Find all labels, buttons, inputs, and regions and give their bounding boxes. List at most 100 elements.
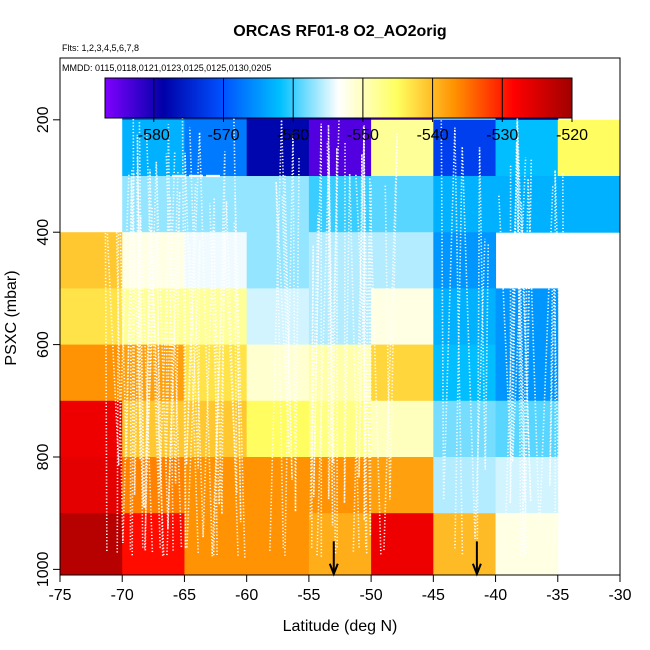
y-tick-label: 600 [35,331,52,358]
flight-track-line [327,119,340,554]
x-tick-label: -75 [48,587,71,604]
location-arrow-head [328,563,339,577]
x-tick-label: -70 [111,587,134,604]
heatmap-cell [433,288,497,346]
heatmap-cell [495,176,559,233]
x-tick-label: -40 [484,587,507,604]
heatmap-cell [371,400,434,458]
heatmap-cell [308,119,372,177]
heatmap-cell [433,119,497,177]
heatmap-cell [122,344,185,402]
heatmap-cell [308,513,372,576]
heatmap-cell [246,513,310,576]
x-tick-label: -35 [546,587,569,604]
flight-track-line [284,132,300,556]
heatmap-cell [371,456,434,514]
x-tick-label: -45 [422,587,445,604]
heatmap-cell [60,344,123,402]
colorbar-tick-label: -530 [486,127,518,144]
flight-track-line [114,165,135,556]
heatmap-cell [433,456,497,514]
x-axis-label: Latitude (deg N) [283,618,398,635]
heatmap-cell [433,513,497,576]
flight-track-line [186,240,201,548]
heatmap-cell [495,456,559,514]
colorbar-tick-label: -520 [556,127,588,144]
flight-track-line [352,125,370,552]
heatmap-cell [371,119,434,177]
flight-track-line [136,157,165,556]
flight-track-line [516,115,532,556]
heatmap-cell [246,344,310,402]
heatmap-cell [60,232,123,289]
heatmap-cell [246,400,310,458]
flight-track-line [549,235,562,556]
heatmap-cell [60,400,123,458]
x-tick-label: -65 [173,587,196,604]
flight-track-line [156,175,183,547]
colorbar-tick-label: -580 [138,127,170,144]
heatmap-cell [495,119,559,177]
x-tick-label: -50 [360,587,383,604]
flight-track-line [104,172,130,551]
flight-track-line [554,170,566,551]
flight-track-line [188,127,218,556]
heatmap-cell [60,456,123,514]
chart-title: ORCAS RF01-8 O2_AO2orig [233,23,446,40]
flight-track-line [232,110,246,558]
heatmap-cell [60,288,123,346]
heatmap-cell [371,232,434,289]
plot-frame [59,57,621,576]
location-arrows [328,541,482,577]
flight-track-line [383,132,399,551]
heatmap-cell [308,456,372,514]
y-tick-label: 200 [35,106,52,133]
heatmap-cell [371,513,434,576]
heatmap-cell [184,176,248,233]
heatmap-cell [495,513,559,576]
heatmap-cell [308,288,372,346]
flight-track-line [129,121,145,550]
flight-track-line [275,181,291,548]
flight-track-line [498,188,517,556]
flight-track-line [116,168,133,553]
flight-tracks [104,108,566,558]
flight-track-line [212,151,226,556]
flight-track-line [517,158,533,555]
y-tick-label: 1000 [35,551,52,587]
colorbar-tick-label: -570 [207,127,239,144]
flight-track-line [269,119,293,551]
flight-track-line [454,146,486,549]
colorbar: -580 -570 -560 -550 -540 -530 -520 [104,77,588,144]
heatmap-cell [308,176,372,233]
colorbar-tick-label: -550 [347,127,379,144]
heatmap-cell [371,176,434,233]
heatmap-cell [122,513,185,576]
heatmap-cell [60,513,123,576]
flight-track-line [146,207,164,556]
flight-track-line [165,124,176,551]
heatmap-cell [371,344,434,402]
heatmap-cell [122,456,185,514]
flight-track-line [326,140,338,548]
heatmap-cell [246,456,310,514]
location-arrow-head [471,563,482,577]
x-tick-label: -30 [608,587,631,604]
x-tick-label: -60 [235,587,258,604]
heatmap-cell [557,176,621,233]
flight-track-line [343,142,360,548]
y-tick-label: 400 [35,219,52,246]
y-axis-label: PSXC (mbar) [3,270,20,365]
flights-note: Flts: 1,2,3,4,5,6,7,8 [62,43,139,53]
colorbar-tick-label: -540 [417,127,449,144]
flight-track-line [132,108,154,553]
heatmap-cell [184,232,248,289]
heatmap-cell [557,119,621,177]
flight-track-line [185,132,214,557]
heatmap-cell [184,119,248,177]
heatmap-cell [246,176,310,233]
heatmap-cell [308,400,372,458]
dates-note: MMDD: 0115,0118,0121,0123,0125,0125,0130… [62,63,271,73]
flight-track-line [476,147,490,555]
